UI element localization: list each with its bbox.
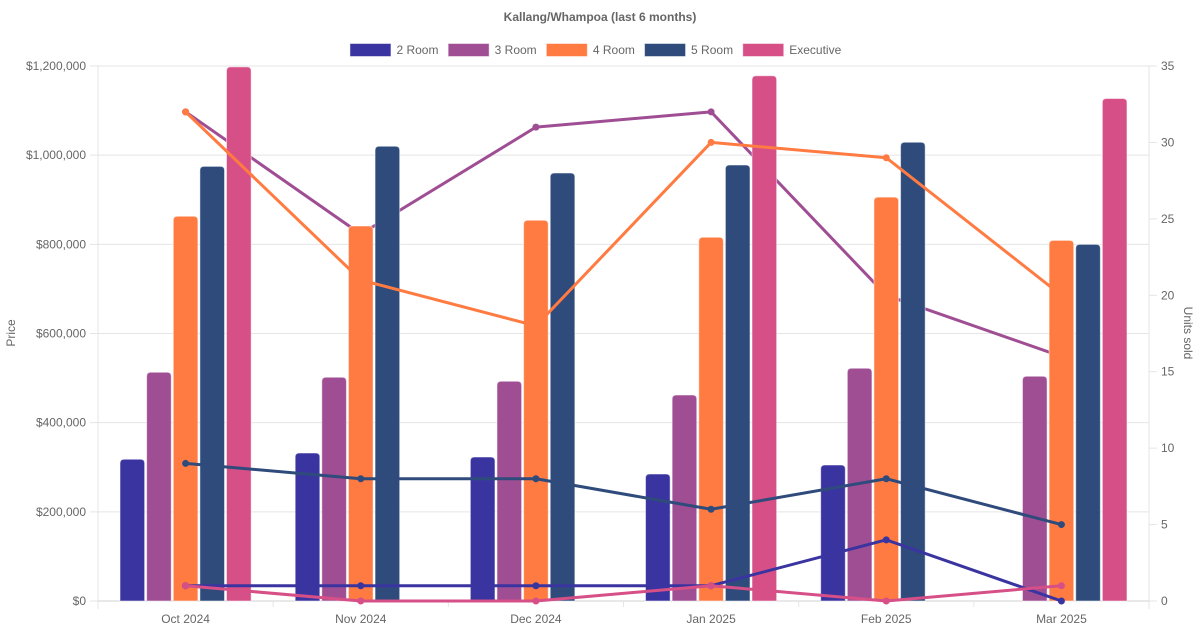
x-tick-label: Dec 2024 bbox=[510, 612, 562, 626]
bar-2-room bbox=[820, 464, 846, 602]
legend-swatch-0 bbox=[349, 43, 391, 57]
point-4-room bbox=[882, 154, 890, 162]
bar-4-room bbox=[1048, 239, 1075, 602]
y-left-tick-label: $200,000 bbox=[36, 505, 86, 519]
point-4-room bbox=[357, 276, 365, 284]
legend-label: 4 Room bbox=[593, 43, 635, 57]
y-left-tick-label: $600,000 bbox=[36, 327, 86, 341]
point-5-room bbox=[707, 505, 715, 513]
point-4-room bbox=[532, 322, 540, 330]
point-2-room bbox=[1057, 597, 1065, 605]
bar-3-room bbox=[146, 371, 172, 602]
bar-2-room bbox=[645, 473, 671, 602]
line-5-room bbox=[185, 461, 1062, 527]
y-right-tick-label: 5 bbox=[1161, 518, 1168, 532]
y-right-axis-title: Units sold bbox=[1181, 307, 1195, 360]
bar-2-room bbox=[469, 456, 496, 602]
legend-label: 2 Room bbox=[396, 43, 438, 57]
point-4-room bbox=[1057, 291, 1065, 299]
bar-4-room bbox=[873, 196, 900, 602]
y-left-axis-title: Price bbox=[4, 319, 18, 347]
point-executive bbox=[1057, 582, 1065, 590]
legend: 2 Room 3 Room 4 Room 5 Room Executive bbox=[349, 43, 842, 57]
legend-swatch-1 bbox=[448, 43, 490, 57]
bar-4-room bbox=[523, 219, 549, 602]
point-executive bbox=[707, 582, 715, 590]
y-right-tick-label: 15 bbox=[1161, 365, 1175, 379]
bar-5-room bbox=[374, 145, 401, 602]
line-4-room bbox=[184, 110, 1063, 328]
legend-label: 3 Room bbox=[495, 43, 537, 57]
line-executive bbox=[185, 584, 1062, 603]
bar-3-room bbox=[671, 394, 698, 602]
point-4-room bbox=[182, 108, 190, 116]
bar-executive bbox=[226, 66, 252, 602]
chart-title: Kallang/Whampoa (last 6 months) bbox=[504, 10, 697, 24]
y-right-tick-label: 20 bbox=[1161, 288, 1175, 302]
y-right-tick-label: 30 bbox=[1161, 135, 1175, 149]
point-3-room bbox=[532, 123, 540, 131]
y-left-tick-label: $1,200,000 bbox=[26, 59, 86, 73]
bar-3-room bbox=[496, 380, 523, 602]
x-tick-label: Mar 2025 bbox=[1036, 612, 1087, 626]
point-executive bbox=[532, 597, 540, 605]
bar-4-room bbox=[698, 236, 724, 602]
legend-swatch-2 bbox=[546, 43, 588, 57]
bar-5-room bbox=[900, 141, 926, 602]
bar-5-room bbox=[199, 165, 226, 602]
bar-3-room bbox=[321, 376, 347, 602]
bar-executive bbox=[1101, 98, 1128, 602]
y-right-tick-label: 25 bbox=[1161, 212, 1175, 226]
legend-swatch-4 bbox=[742, 43, 784, 57]
point-executive bbox=[882, 597, 890, 605]
line-2-room bbox=[185, 538, 1062, 603]
x-tick-label: Nov 2024 bbox=[335, 612, 387, 626]
x-tick-label: Jan 2025 bbox=[686, 612, 736, 626]
bar-4-room bbox=[347, 225, 374, 602]
bar-executive bbox=[751, 75, 778, 602]
bar-5-room bbox=[724, 164, 751, 602]
point-5-room bbox=[357, 475, 365, 483]
legend-swatch-3 bbox=[644, 43, 686, 57]
x-axis: Oct 2024 Nov 2024 Dec 2024 Jan 2025 Feb 2025… bbox=[97, 601, 1087, 626]
point-3-room bbox=[707, 108, 715, 116]
point-5-room bbox=[1057, 521, 1065, 529]
point-executive bbox=[182, 582, 190, 590]
bar-3-room bbox=[1021, 375, 1048, 602]
y-left-tick-label: $400,000 bbox=[36, 416, 86, 430]
point-2-room bbox=[357, 582, 365, 590]
bar-4-room bbox=[172, 215, 199, 602]
y-right-tick-label: 0 bbox=[1161, 594, 1168, 608]
x-tick-label: Oct 2024 bbox=[161, 612, 210, 626]
y-right-tick-label: 10 bbox=[1161, 441, 1175, 455]
point-5-room bbox=[182, 459, 190, 467]
bar-5-room bbox=[1075, 243, 1101, 602]
point-5-room bbox=[532, 475, 540, 483]
point-4-room bbox=[707, 138, 715, 146]
point-2-room bbox=[882, 536, 890, 544]
y-left-tick-label: $0 bbox=[73, 594, 87, 608]
bars bbox=[119, 66, 1128, 602]
point-executive bbox=[357, 597, 365, 605]
bar-2-room bbox=[294, 452, 321, 602]
y-right-axis: 0 5 10 15 20 25 30 35 bbox=[1149, 59, 1175, 608]
y-left-tick-label: $1,000,000 bbox=[26, 148, 86, 162]
bar-5-room bbox=[549, 172, 576, 602]
x-tick-label: Feb 2025 bbox=[861, 612, 912, 626]
point-5-room bbox=[882, 475, 890, 483]
legend-label: Executive bbox=[789, 43, 841, 57]
y-left-tick-label: $800,000 bbox=[36, 237, 86, 251]
y-right-tick-label: 35 bbox=[1161, 59, 1175, 73]
bar-2-room bbox=[119, 458, 146, 602]
y-left-axis: $0 $200,000 $400,000 $600,000 $800,000 $1,000… bbox=[26, 59, 86, 608]
point-2-room bbox=[532, 582, 540, 590]
lines-over bbox=[182, 108, 1065, 605]
legend-label: 5 Room bbox=[691, 43, 733, 57]
